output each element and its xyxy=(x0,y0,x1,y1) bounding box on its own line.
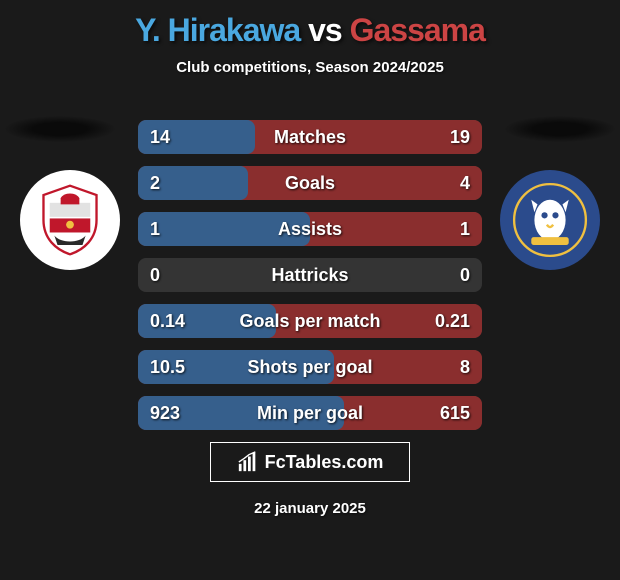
team-right-crest xyxy=(500,170,600,270)
bristol-city-icon xyxy=(31,181,109,259)
vs-text: vs xyxy=(300,12,349,48)
stat-row: 11Assists xyxy=(138,212,482,246)
team-left-crest xyxy=(20,170,120,270)
stat-row: 00Hattricks xyxy=(138,258,482,292)
stat-row: 923615Min per goal xyxy=(138,396,482,430)
stats-bars: 1419Matches 24Goals 11Assists 00Hattricks 0.… xyxy=(138,120,482,442)
player2-name: Gassama xyxy=(350,12,485,48)
stat-row: 0.140.21Goals per match xyxy=(138,304,482,338)
stat-label: Min per goal xyxy=(138,396,482,430)
player1-name: Y. Hirakawa xyxy=(135,12,300,48)
chart-icon xyxy=(237,451,259,473)
fctables-logo: FcTables.com xyxy=(210,442,410,482)
stat-row: 24Goals xyxy=(138,166,482,200)
stat-row: 10.58Shots per goal xyxy=(138,350,482,384)
stat-label: Goals per match xyxy=(138,304,482,338)
stat-label: Matches xyxy=(138,120,482,154)
stat-row: 1419Matches xyxy=(138,120,482,154)
stat-label: Assists xyxy=(138,212,482,246)
sheffield-wednesday-icon xyxy=(511,181,589,259)
crest-shadow-right xyxy=(505,116,615,142)
stat-label: Shots per goal xyxy=(138,350,482,384)
comparison-card: Y. Hirakawa vs Gassama Club competitions… xyxy=(0,0,620,580)
date: 22 january 2025 xyxy=(0,500,620,517)
crest-shadow-left xyxy=(5,116,115,142)
subtitle: Club competitions, Season 2024/2025 xyxy=(0,59,620,76)
stat-label: Goals xyxy=(138,166,482,200)
page-title: Y. Hirakawa vs Gassama xyxy=(0,0,620,49)
stat-label: Hattricks xyxy=(138,258,482,292)
logo-text: FcTables.com xyxy=(265,452,384,473)
